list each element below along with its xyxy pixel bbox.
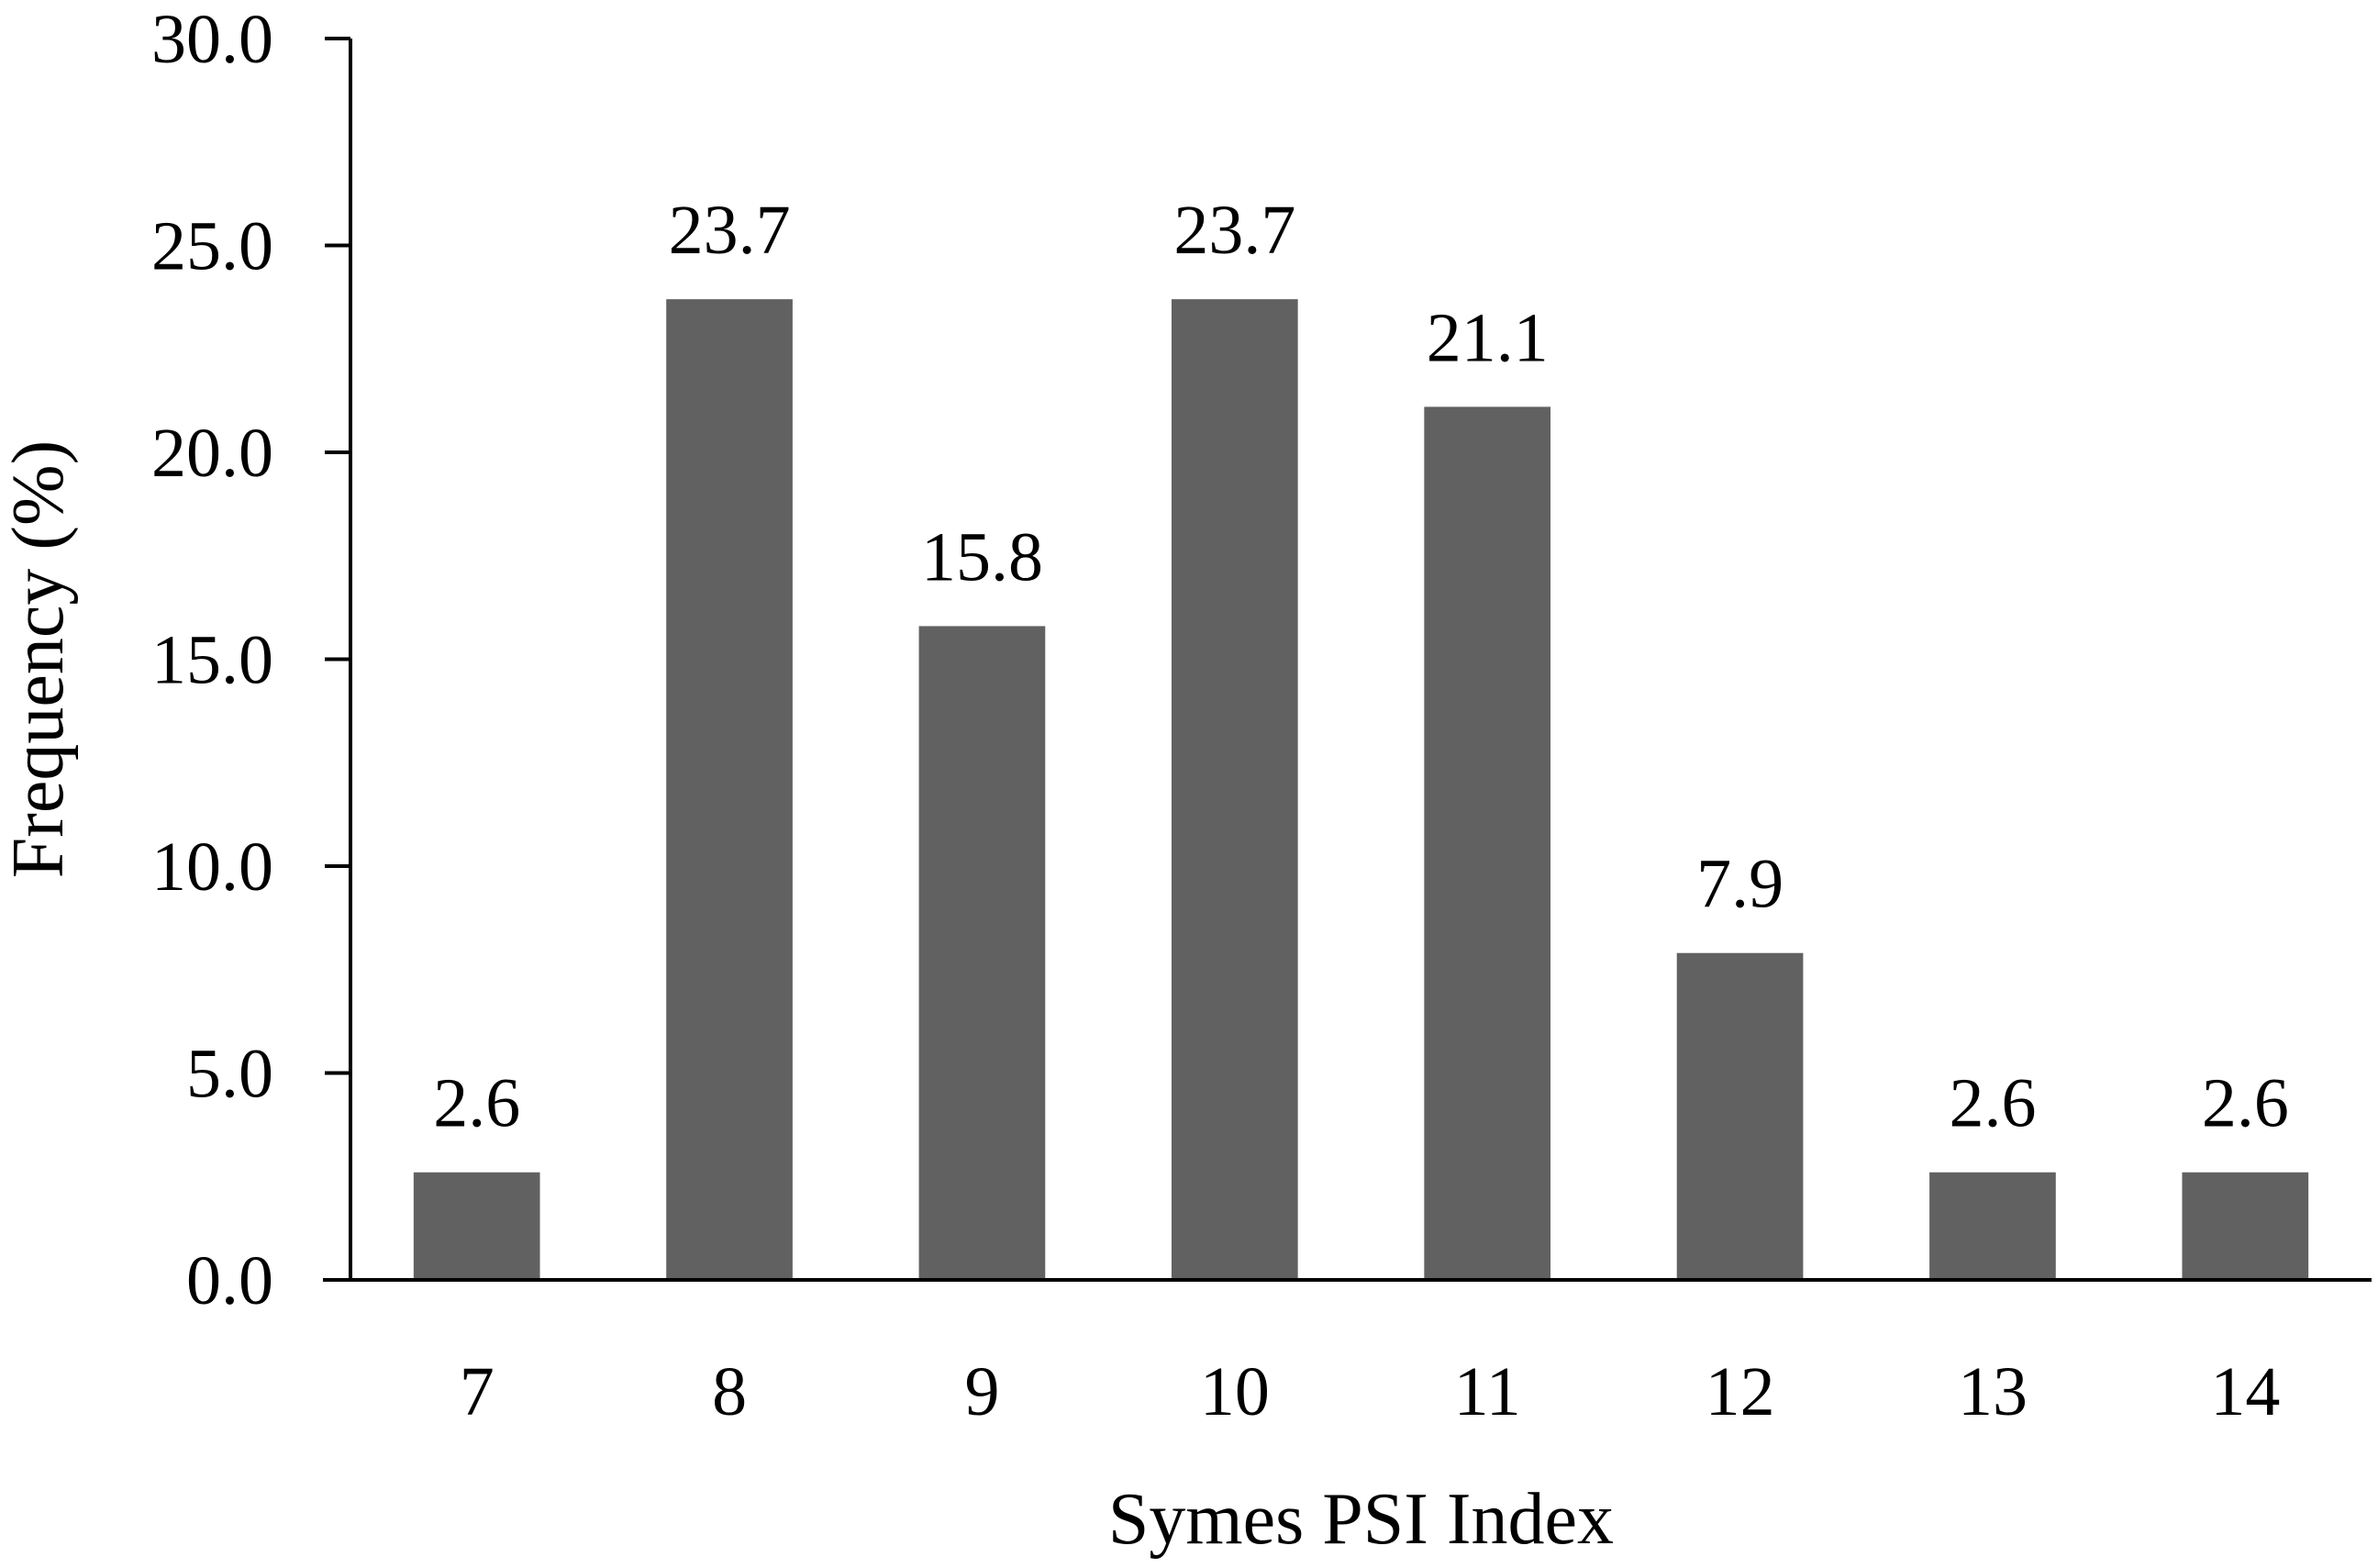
y-tick-label: 30.0 — [151, 1, 273, 78]
x-tick-label-13: 13 — [1958, 1353, 2028, 1430]
bar-10 — [1171, 299, 1298, 1280]
bar-9 — [918, 626, 1046, 1280]
y-tick-label: 15.0 — [151, 622, 273, 699]
y-tick-label: 10.0 — [151, 828, 273, 906]
bar-12 — [1676, 952, 1804, 1280]
data-labels-group: 2.6 23.7 15.8 23.7 21.1 7.9 2.6 2.6 — [433, 192, 2289, 1142]
y-axis: 0.0 5.0 10.0 15.0 20.0 25.0 30.0 — [151, 1, 352, 1319]
x-tick-label-12: 12 — [1706, 1353, 1775, 1430]
data-label-13: 2.6 — [1949, 1065, 2036, 1142]
bar-8 — [666, 299, 793, 1280]
data-label-9: 15.8 — [921, 518, 1043, 595]
x-tick-label-10: 10 — [1200, 1353, 1270, 1430]
bar-11 — [1424, 406, 1551, 1280]
x-axis-title: Symes PSI Index — [1108, 1479, 1614, 1560]
x-tick-label-11: 11 — [1454, 1353, 1521, 1430]
y-axis-title: Frequency (%) — [0, 440, 79, 879]
y-tick-label: 25.0 — [151, 208, 273, 285]
data-label-8: 23.7 — [669, 192, 791, 269]
x-tick-label-9: 9 — [964, 1353, 999, 1430]
data-label-7: 2.6 — [433, 1065, 520, 1142]
data-label-14: 2.6 — [2202, 1065, 2289, 1142]
data-label-10: 23.7 — [1173, 192, 1295, 269]
bar-13 — [1929, 1172, 2056, 1280]
data-label-11: 21.1 — [1427, 299, 1549, 376]
bar-7 — [413, 1172, 540, 1280]
x-tick-label-7: 7 — [460, 1353, 494, 1430]
y-tick-label: 0.0 — [186, 1242, 273, 1319]
bars-group — [413, 299, 2309, 1280]
x-tick-label-8: 8 — [712, 1353, 747, 1430]
y-tick-label: 20.0 — [151, 415, 273, 492]
x-tick-label-14: 14 — [2210, 1353, 2280, 1430]
y-tick-label: 5.0 — [186, 1036, 273, 1113]
x-axis: 7 8 9 10 11 12 13 14 — [323, 1278, 2372, 1430]
data-label-12: 7.9 — [1696, 846, 1784, 923]
bar-14 — [2182, 1172, 2309, 1280]
